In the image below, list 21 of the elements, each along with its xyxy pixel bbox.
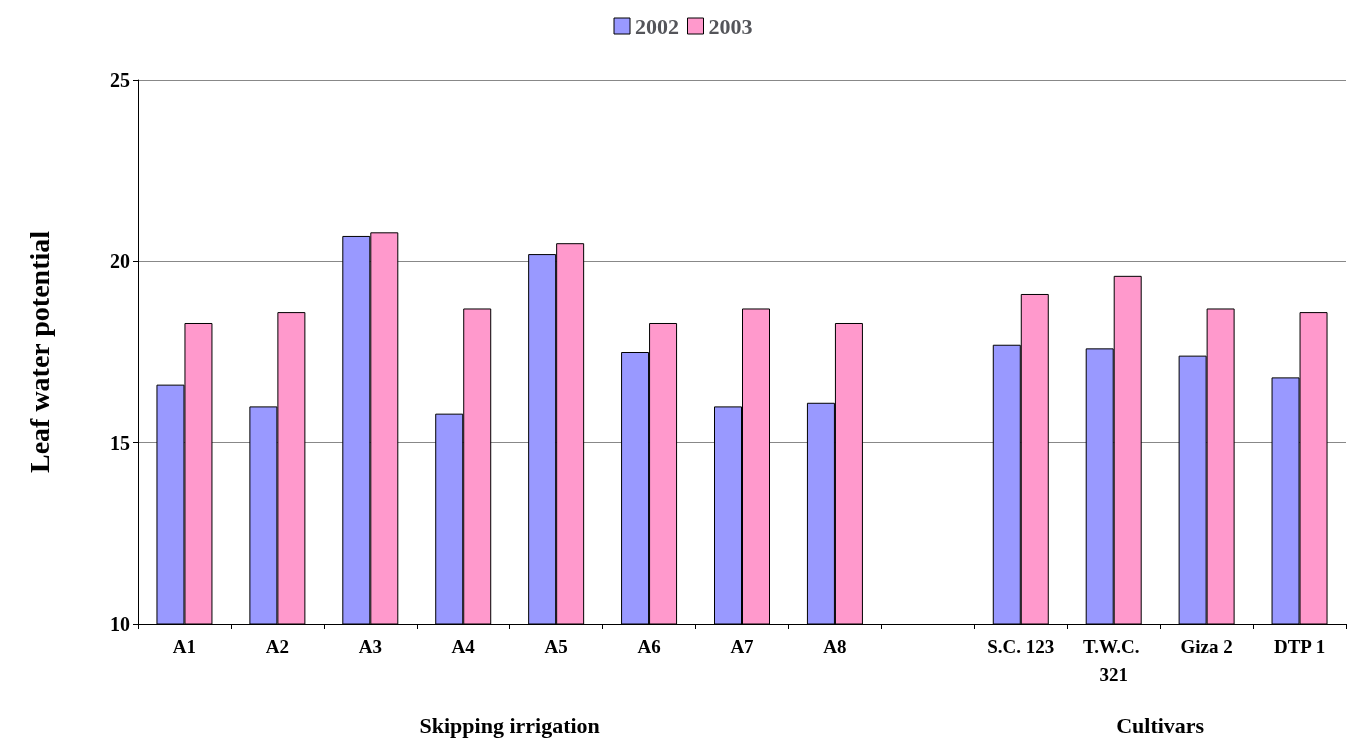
y-tick-label: 10	[110, 613, 130, 635]
x-tick-label: A3	[358, 635, 382, 657]
x-tick-label: DTP 1	[1273, 635, 1326, 657]
x-tick-label: A4	[451, 635, 476, 657]
legend-label: 2002	[635, 13, 679, 39]
text: Skipping irrigation	[419, 712, 600, 738]
x-tick-label: A7	[730, 635, 755, 657]
y-tick-label: 20	[110, 250, 130, 273]
x-tick-label: A2	[265, 635, 289, 657]
y-axis-title: Leaf water potential	[23, 230, 55, 474]
legend-label: 2003	[708, 13, 753, 39]
x-tick-label: A1	[172, 635, 197, 657]
x-tick-label: A6	[637, 635, 661, 657]
x-tick-label: S.C. 123	[987, 635, 1055, 657]
x-tick-label: T.W.C. 321	[1083, 635, 1145, 685]
x-tick-label: A8	[823, 635, 847, 657]
x-tick-label: Giza 2	[1180, 635, 1233, 657]
x-tick-label: A5	[544, 635, 568, 657]
y-tick-label: 25	[110, 69, 130, 91]
text: Cultivars	[1116, 712, 1205, 738]
y-tick-label: 15	[110, 431, 130, 454]
